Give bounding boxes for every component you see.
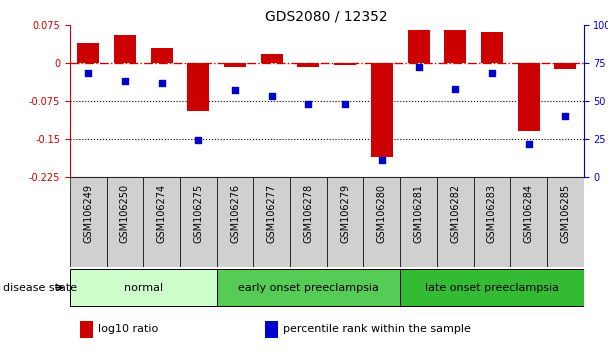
Bar	[444, 30, 466, 63]
Bar	[151, 47, 173, 63]
Bar	[547, 177, 584, 267]
Bar	[180, 177, 216, 267]
Bar	[114, 35, 136, 63]
Text: GSM106284: GSM106284	[523, 184, 534, 243]
Bar	[265, 321, 278, 338]
Text: GSM106274: GSM106274	[157, 184, 167, 243]
Title: GDS2080 / 12352: GDS2080 / 12352	[266, 10, 388, 24]
Text: GSM106278: GSM106278	[303, 184, 314, 243]
Bar	[70, 177, 106, 267]
Point	[230, 87, 240, 93]
Bar	[327, 177, 364, 267]
Text: GSM106275: GSM106275	[193, 184, 203, 244]
Text: GSM106280: GSM106280	[377, 184, 387, 243]
Bar	[371, 63, 393, 157]
Text: log10 ratio: log10 ratio	[98, 324, 159, 334]
Bar	[364, 177, 400, 267]
Point	[561, 113, 570, 119]
Point	[413, 64, 423, 70]
Point	[451, 86, 460, 92]
Text: GSM106281: GSM106281	[413, 184, 424, 243]
Bar	[554, 63, 576, 69]
Text: GSM106283: GSM106283	[487, 184, 497, 243]
Bar	[400, 269, 584, 306]
Bar	[290, 177, 327, 267]
Point	[83, 71, 93, 76]
Point	[487, 71, 497, 76]
Bar	[400, 177, 437, 267]
Text: percentile rank within the sample: percentile rank within the sample	[283, 324, 471, 334]
Bar	[80, 321, 93, 338]
Text: early onset preeclampsia: early onset preeclampsia	[238, 282, 379, 293]
Text: GSM106282: GSM106282	[451, 184, 460, 243]
Bar	[143, 177, 180, 267]
Point	[193, 138, 203, 143]
Text: late onset preeclampsia: late onset preeclampsia	[425, 282, 559, 293]
Bar	[334, 63, 356, 65]
Bar	[216, 269, 400, 306]
Bar	[106, 177, 143, 267]
Text: GSM106285: GSM106285	[561, 184, 570, 243]
Text: GSM106277: GSM106277	[267, 184, 277, 244]
Bar	[510, 177, 547, 267]
Bar	[261, 54, 283, 63]
Bar	[216, 177, 254, 267]
Bar	[224, 63, 246, 67]
Bar	[297, 63, 319, 67]
Point	[377, 158, 387, 163]
Bar	[254, 177, 290, 267]
Bar	[481, 32, 503, 63]
Bar	[70, 269, 216, 306]
Text: GSM106276: GSM106276	[230, 184, 240, 243]
Bar	[437, 177, 474, 267]
Bar	[187, 63, 209, 111]
Bar	[474, 177, 510, 267]
Point	[523, 141, 533, 146]
Point	[157, 80, 167, 85]
Bar	[407, 30, 429, 63]
Bar	[77, 42, 99, 63]
Text: GSM106250: GSM106250	[120, 184, 130, 243]
Text: GSM106249: GSM106249	[83, 184, 93, 243]
Point	[340, 101, 350, 107]
Point	[303, 101, 313, 107]
Text: disease state: disease state	[3, 282, 77, 293]
Point	[120, 78, 130, 84]
Text: GSM106279: GSM106279	[340, 184, 350, 243]
Bar	[517, 63, 540, 131]
Point	[267, 93, 277, 99]
Text: normal: normal	[124, 282, 163, 293]
